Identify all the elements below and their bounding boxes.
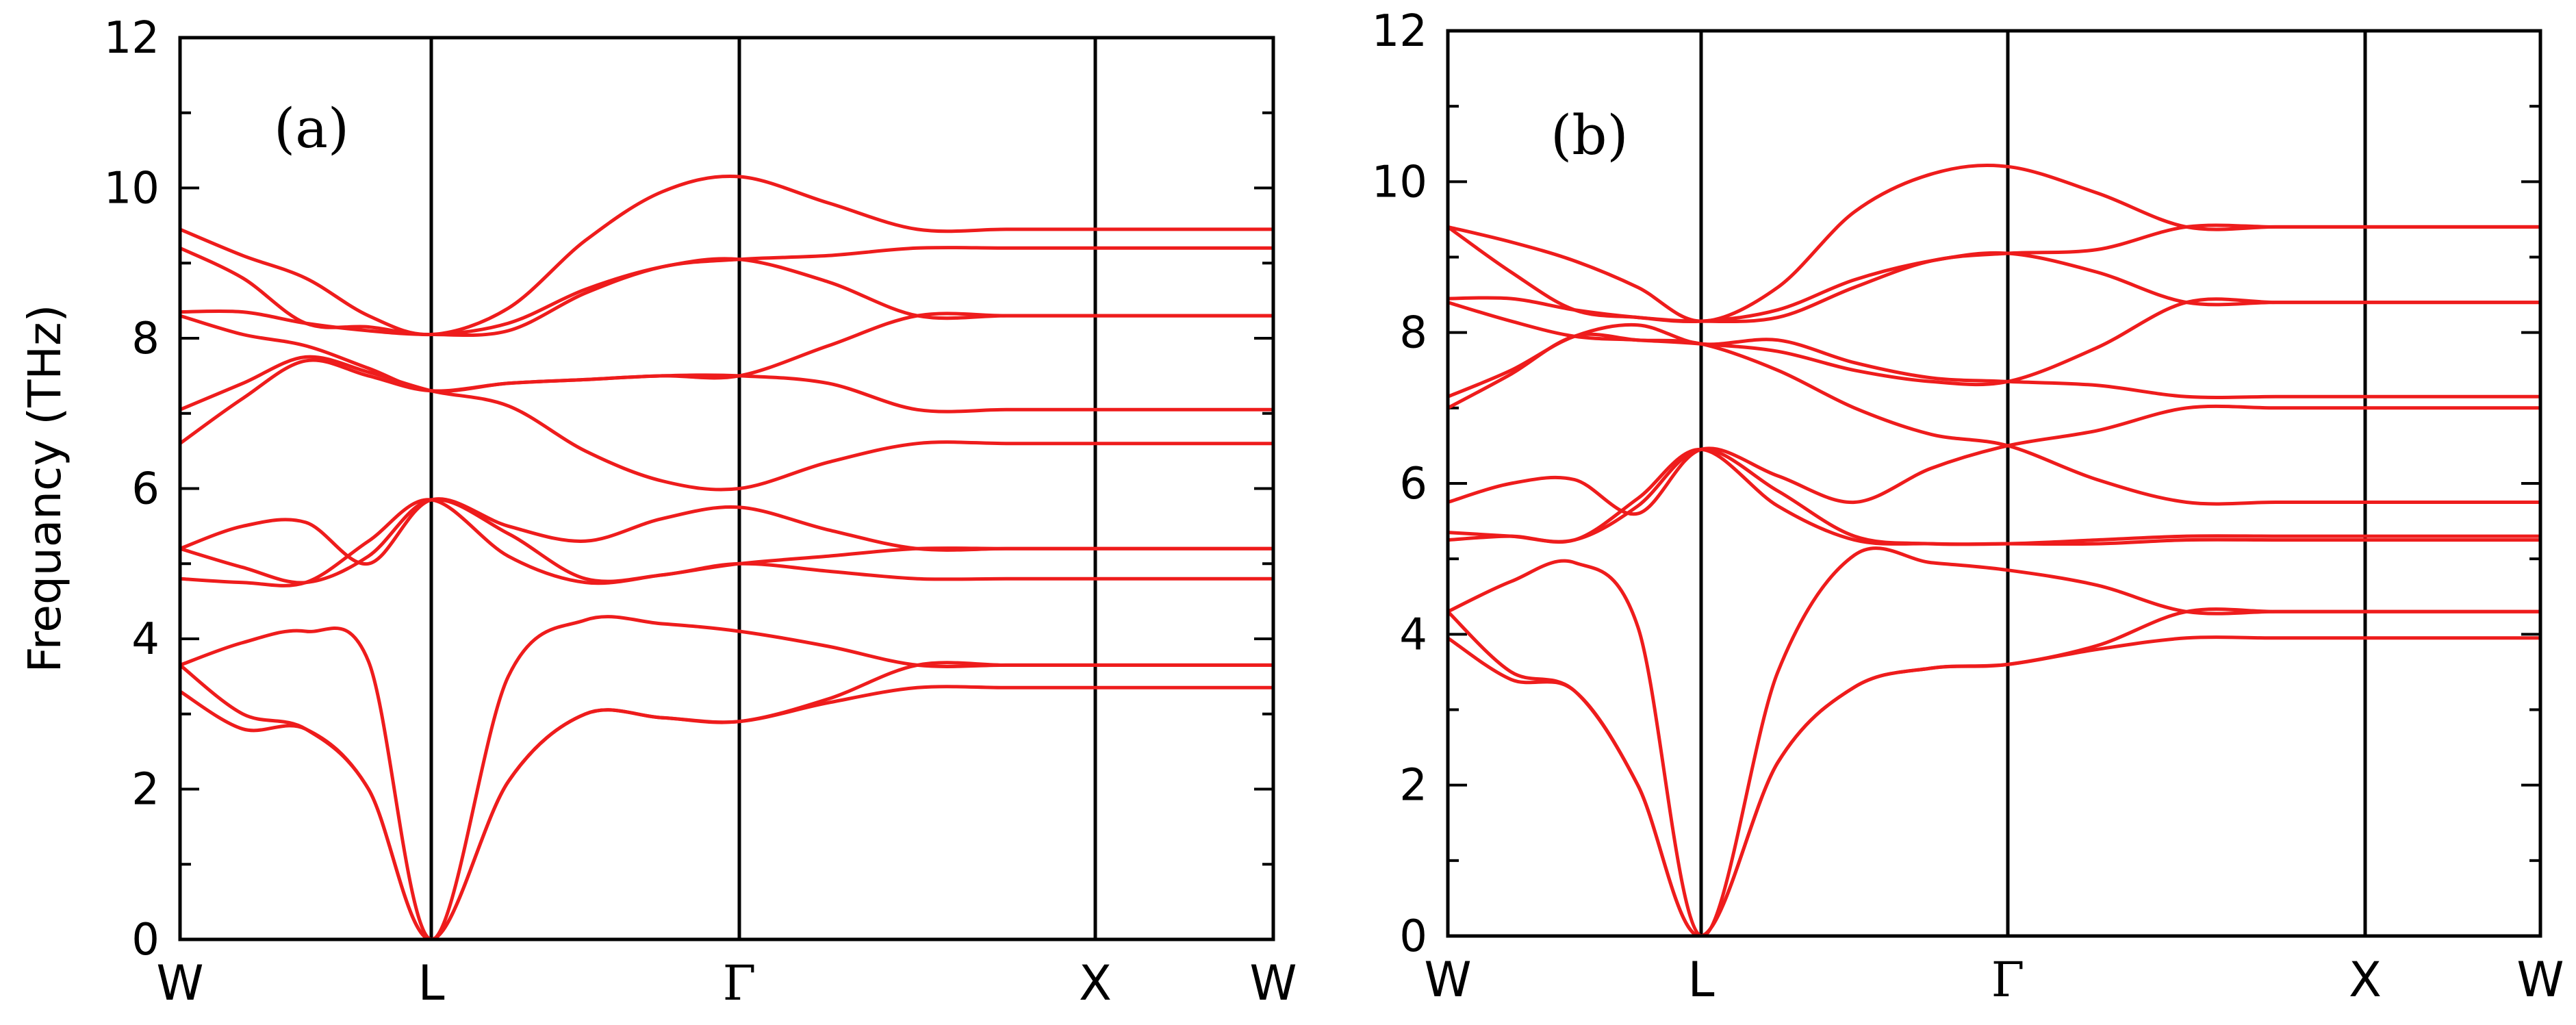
- panel-b: 0 2 4 6 8 10 12 W L Γ X W (b): [1372, 6, 2564, 1008]
- phonon-branch: [180, 355, 1273, 492]
- phonon-branch: [180, 497, 1273, 585]
- phonon-branch: [1448, 607, 2540, 936]
- k-point-label: X: [2349, 952, 2382, 1008]
- y-tick-label: 6: [131, 464, 160, 515]
- y-tick-label: 12: [1372, 6, 1427, 57]
- k-point-label: W: [156, 955, 203, 1011]
- plot-frame: [178, 36, 1275, 941]
- k-point-label: X: [1079, 955, 1112, 1011]
- y-tick-label: 2: [1399, 761, 1427, 811]
- y-tick-label: 8: [131, 314, 160, 364]
- y-tick-label: 12: [104, 13, 160, 64]
- y-tick-label: 6: [1399, 459, 1427, 509]
- k-point-label: W: [1249, 955, 1297, 1011]
- phonon-branch: [1448, 322, 2540, 400]
- phonon-branch: [1448, 447, 2540, 546]
- k-point-label: L: [418, 955, 445, 1011]
- panel-label: (a): [274, 97, 349, 160]
- phonon-branch: [1448, 223, 2540, 324]
- phonon-branch: [180, 615, 1273, 939]
- phonon-branch: [1448, 404, 2540, 516]
- k-point-label: W: [2516, 952, 2564, 1008]
- k-point-label: Γ: [723, 955, 756, 1011]
- k-point-label: W: [1424, 952, 1471, 1008]
- phonon-branch: [180, 175, 1273, 337]
- k-point-label: Γ: [1991, 952, 2025, 1008]
- phonon-branch: [180, 246, 1273, 337]
- phonon-branch: [1448, 297, 2540, 387]
- phonon-branch: [1448, 225, 2540, 324]
- phonon-branch: [180, 661, 1273, 939]
- phonon-branch: [1448, 635, 2540, 936]
- y-tick-label: 4: [1399, 609, 1427, 660]
- phonon-branch: [1448, 546, 2540, 936]
- k-point-label: L: [1688, 952, 1715, 1008]
- y-tick-label: 8: [1399, 308, 1427, 359]
- phonon-branch: [180, 685, 1273, 939]
- plot-frame: [1446, 29, 2542, 938]
- phonon-branch: [1448, 164, 2540, 323]
- phonon-branch: [180, 498, 1273, 587]
- panel-a: 0 2 4 6 8 10 12 W L Γ X W Frequancy (THz) (a): [18, 13, 1297, 1011]
- y-tick-label: 10: [1372, 157, 1427, 207]
- panel-label: (b): [1551, 103, 1629, 167]
- y-tick-label: 2: [131, 765, 160, 815]
- y-tick-label: 10: [104, 164, 160, 214]
- phonon-branch: [180, 358, 1273, 446]
- phonon-branch: [180, 497, 1273, 566]
- phonon-branch: [1448, 332, 2540, 506]
- y-axis-label: Frequancy (THz): [18, 305, 71, 673]
- phonon-branch: [180, 312, 1273, 393]
- y-tick-label: 0: [131, 915, 160, 965]
- phonon-branch: [180, 246, 1273, 338]
- y-tick-label: 0: [1399, 911, 1427, 962]
- phonon-branch: [1448, 447, 2540, 546]
- y-tick-label: 4: [131, 614, 160, 665]
